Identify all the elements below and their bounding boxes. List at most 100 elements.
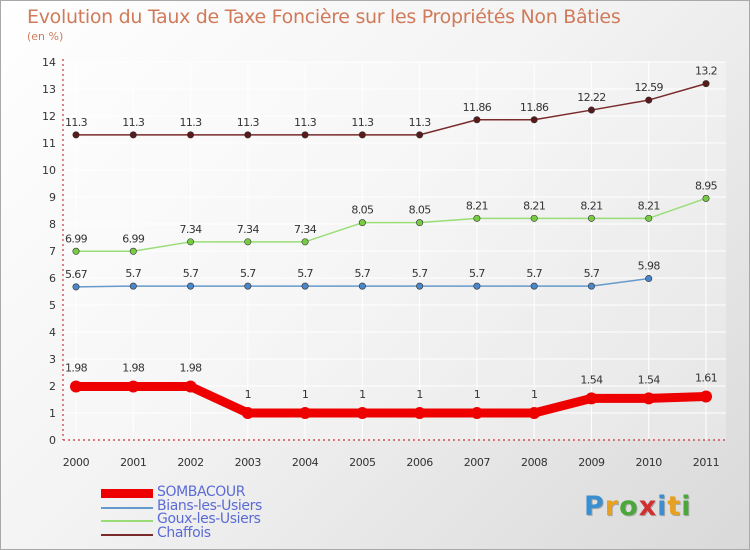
data-label: 11.86: [463, 101, 492, 114]
data-label: 7.34: [237, 223, 260, 236]
y-tick-label: 12: [42, 110, 56, 123]
x-tick-label: 2009: [578, 456, 605, 469]
data-point: [642, 392, 655, 405]
x-tick-label: 2000: [63, 456, 90, 469]
data-point: [184, 380, 197, 393]
data-point: [645, 96, 653, 104]
y-tick-label: 0: [49, 434, 56, 447]
data-label: 12.59: [634, 81, 663, 94]
data-label: 5.7: [297, 267, 313, 280]
data-point: [470, 407, 483, 419]
data-point: [241, 407, 254, 419]
legend-label: SOMBACOUR: [157, 484, 246, 500]
data-point: [187, 238, 195, 246]
x-tick-label: 2002: [177, 456, 203, 469]
data-label: 1.98: [179, 362, 202, 375]
data-label: 5.7: [183, 267, 199, 280]
data-point: [127, 380, 140, 393]
logo-letter: o: [619, 491, 639, 522]
data-label: 5.7: [412, 267, 428, 280]
logo-letter: i: [657, 491, 668, 522]
data-label: 5.67: [65, 268, 88, 281]
data-label: 12.22: [577, 91, 606, 104]
x-tick-label: 2001: [120, 456, 146, 469]
y-tick-label: 8: [49, 218, 56, 231]
data-point: [530, 214, 538, 222]
data-point: [244, 282, 252, 290]
data-label: 5.7: [125, 267, 141, 280]
data-label: 5.7: [584, 267, 600, 280]
data-label: 11.3: [237, 116, 260, 129]
data-label: 8.21: [466, 199, 488, 212]
y-tick-label: 4: [49, 326, 56, 339]
x-tick-label: 2006: [406, 456, 433, 469]
data-label: 11.3: [65, 116, 88, 129]
y-tick-label: 11: [42, 137, 56, 150]
data-label: 13.2: [695, 65, 717, 78]
data-label: 1.61: [695, 372, 717, 385]
chart-title: Evolution du Taux de Taxe Foncière sur l…: [27, 6, 621, 28]
data-label: 11.3: [179, 116, 202, 129]
logo-letter: x: [638, 491, 658, 522]
data-label: 1.54: [638, 373, 661, 386]
data-label: 1: [302, 388, 308, 401]
data-point: [416, 131, 424, 139]
chart-subtitle: (en %): [27, 30, 64, 43]
x-tick-label: 2005: [349, 456, 376, 469]
x-tick-label: 2011: [693, 456, 719, 469]
data-label: 8.95: [695, 179, 718, 192]
data-label: 8.21: [638, 199, 660, 212]
data-label: 1: [531, 388, 537, 401]
data-point: [187, 131, 195, 139]
data-point: [587, 106, 595, 114]
data-label: 8.21: [523, 199, 545, 212]
data-point: [702, 80, 710, 88]
data-point: [645, 214, 653, 222]
data-point: [528, 407, 541, 419]
y-tick-label: 7: [49, 245, 56, 258]
data-point: [358, 219, 366, 227]
y-tick-label: 13: [42, 83, 56, 96]
x-tick-label: 2003: [235, 456, 262, 469]
data-label: 1.54: [580, 373, 603, 386]
y-tick-label: 1: [49, 407, 56, 420]
data-point: [473, 282, 481, 290]
data-point: [356, 407, 369, 419]
data-point: [129, 131, 137, 139]
data-point: [301, 282, 309, 290]
logo-letter: P: [584, 491, 605, 522]
data-label: 1: [474, 388, 480, 401]
data-point: [585, 392, 598, 405]
data-point: [530, 282, 538, 290]
logo-letter: r: [604, 491, 620, 522]
legend-swatch: [101, 520, 153, 522]
y-tick-label: 3: [49, 353, 56, 366]
data-point: [702, 194, 710, 202]
data-point: [358, 131, 366, 139]
data-label: 5.7: [526, 267, 542, 280]
data-label: 1: [359, 388, 365, 401]
x-tick-label: 2007: [464, 456, 491, 469]
data-label: 1.98: [65, 362, 88, 375]
data-point: [299, 407, 312, 419]
data-point: [587, 214, 595, 222]
x-tick-label: 2004: [292, 456, 319, 469]
data-label: 8.21: [580, 199, 602, 212]
data-label: 5.7: [240, 267, 256, 280]
data-point: [129, 282, 137, 290]
data-label: 8.05: [351, 204, 374, 217]
data-label: 6.99: [65, 232, 88, 245]
data-point: [473, 214, 481, 222]
data-point: [416, 219, 424, 227]
data-point: [416, 282, 424, 290]
series-line: [75, 197, 707, 253]
legend-label: Goux-les-Usiers: [157, 511, 261, 527]
data-label: 11.86: [520, 101, 549, 114]
data-point: [72, 247, 80, 255]
data-point: [301, 131, 309, 139]
proxiti-logo: Proxiti: [584, 491, 692, 522]
data-point: [301, 238, 309, 246]
data-point: [413, 407, 426, 419]
data-label: 7.34: [179, 223, 202, 236]
